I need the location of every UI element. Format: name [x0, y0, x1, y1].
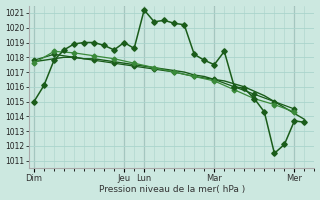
X-axis label: Pression niveau de la mer( hPa ): Pression niveau de la mer( hPa ) — [99, 185, 245, 194]
